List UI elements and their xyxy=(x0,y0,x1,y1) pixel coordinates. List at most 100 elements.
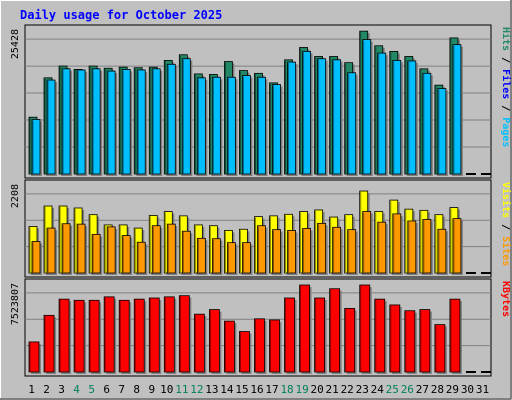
side-legend-label: KBytes xyxy=(500,281,511,317)
bar-sites-day-21 xyxy=(332,226,343,275)
bar-sites-day-7 xyxy=(121,235,133,275)
bar-sites-day-13 xyxy=(211,238,223,275)
x-tick-label-24: 24 xyxy=(371,383,385,396)
bar-sites-day-20 xyxy=(317,222,328,275)
bar-sites-day-19 xyxy=(302,228,313,275)
bar-sites-day-4 xyxy=(76,223,88,275)
x-tick-label-6: 6 xyxy=(103,383,110,396)
x-tick-label-20: 20 xyxy=(311,383,324,396)
x-tick-label-25: 25 xyxy=(386,383,399,396)
bar-sites-day-12 xyxy=(196,237,208,275)
bar-files-day-3 xyxy=(61,68,73,176)
bar-kbytes-day-19 xyxy=(299,284,312,374)
bar-files-day-15 xyxy=(242,75,253,176)
x-tick-label-28: 28 xyxy=(431,383,444,396)
bar-kbytes-day-20 xyxy=(314,297,327,374)
bar-files-day-10 xyxy=(166,63,178,176)
bar-files-day-13 xyxy=(211,76,223,176)
panel-bottom: 7523807 KBytes xyxy=(10,278,511,377)
bar-kbytes-day-21 xyxy=(329,288,342,374)
side-legend-label: Visits / Sites xyxy=(500,182,512,266)
x-tick-label-17: 17 xyxy=(265,383,278,396)
bar-kbytes-day-3 xyxy=(58,298,72,374)
x-tick-label-4: 4 xyxy=(73,383,80,396)
bar-kbytes-day-22 xyxy=(344,308,357,374)
bar-kbytes-day-13 xyxy=(208,309,222,374)
bar-kbytes-day-25 xyxy=(389,304,402,374)
x-tick-label-30: 30 xyxy=(461,383,474,396)
bar-kbytes-day-27 xyxy=(419,309,432,374)
bar-sites-day-3 xyxy=(61,223,73,275)
x-tick-label-18: 18 xyxy=(280,383,293,396)
x-tick-label-14: 14 xyxy=(220,383,234,396)
legend-files: Files xyxy=(500,69,512,99)
bar-files-day-9 xyxy=(151,68,163,176)
x-tick-label-3: 3 xyxy=(58,383,65,396)
bar-sites-day-8 xyxy=(136,241,148,275)
x-tick-label-22: 22 xyxy=(341,383,354,396)
x-tick-label-2: 2 xyxy=(43,383,50,396)
bar-sites-day-5 xyxy=(91,233,103,275)
bar-kbytes-day-9 xyxy=(148,297,162,374)
bar-files-day-21 xyxy=(332,59,343,176)
x-tick-label-10: 10 xyxy=(160,383,173,396)
legend-hits: Hits xyxy=(500,27,512,51)
x-tick-label-5: 5 xyxy=(88,383,95,396)
bar-kbytes-day-23 xyxy=(359,284,372,374)
x-tick-label-19: 19 xyxy=(295,383,308,396)
bar-sites-day-1 xyxy=(31,241,42,275)
bar-kbytes-day-15 xyxy=(239,331,252,374)
x-tick-label-29: 29 xyxy=(446,383,459,396)
bar-kbytes-day-11 xyxy=(178,295,192,374)
bar-files-day-28 xyxy=(437,88,448,176)
bar-files-day-16 xyxy=(257,76,268,176)
bar-files-day-12 xyxy=(196,77,208,176)
bar-sites-day-24 xyxy=(377,221,388,275)
bar-sites-day-25 xyxy=(392,213,403,275)
bar-sites-day-11 xyxy=(181,230,193,275)
y-max-label: 7523807 xyxy=(10,283,21,325)
bar-files-day-24 xyxy=(377,52,388,176)
chart-title: Daily usage for October 2025 xyxy=(20,8,222,22)
bar-files-day-5 xyxy=(91,68,103,176)
bar-files-day-1 xyxy=(31,119,42,176)
bar-files-day-22 xyxy=(347,72,358,176)
bar-kbytes-day-8 xyxy=(133,298,147,374)
bar-sites-day-29 xyxy=(452,218,463,275)
bar-kbytes-day-17 xyxy=(269,319,282,374)
bar-sites-day-17 xyxy=(272,229,283,275)
bar-sites-day-22 xyxy=(347,229,358,275)
bar-sites-day-18 xyxy=(287,230,298,275)
bar-kbytes-day-28 xyxy=(434,324,447,374)
bar-kbytes-day-16 xyxy=(254,318,267,374)
x-tick-label-7: 7 xyxy=(118,383,125,396)
x-tick-label-8: 8 xyxy=(133,383,140,396)
bar-sites-day-28 xyxy=(437,228,448,275)
bar-kbytes-day-7 xyxy=(118,299,132,374)
bar-kbytes-day-4 xyxy=(73,299,87,374)
bar-kbytes-day-10 xyxy=(163,296,177,374)
bar-sites-day-23 xyxy=(362,211,373,275)
x-tick-label-27: 27 xyxy=(416,383,429,396)
y-max-label: 25428 xyxy=(10,29,21,59)
bar-kbytes-day-14 xyxy=(224,320,237,374)
x-tick-label-26: 26 xyxy=(401,383,414,396)
bar-sites-day-6 xyxy=(106,226,118,275)
bar-files-day-19 xyxy=(302,51,313,176)
x-tick-label-12: 12 xyxy=(190,383,203,396)
bar-files-day-29 xyxy=(452,44,463,177)
bar-sites-day-14 xyxy=(227,242,238,275)
legend-pages: Pages xyxy=(500,117,511,147)
bar-kbytes-day-29 xyxy=(449,298,462,374)
bar-files-day-25 xyxy=(392,60,403,176)
bar-kbytes-day-6 xyxy=(103,296,117,374)
bar-kbytes-day-5 xyxy=(88,299,102,374)
bar-files-day-26 xyxy=(407,60,418,176)
panel-middle: 2208 Visits / Sites xyxy=(10,179,512,278)
bar-sites-day-2 xyxy=(46,227,58,275)
x-tick-label-11: 11 xyxy=(175,383,188,396)
x-tick-label-23: 23 xyxy=(356,383,369,396)
bar-kbytes-day-26 xyxy=(404,310,417,374)
bar-kbytes-day-24 xyxy=(374,298,387,374)
